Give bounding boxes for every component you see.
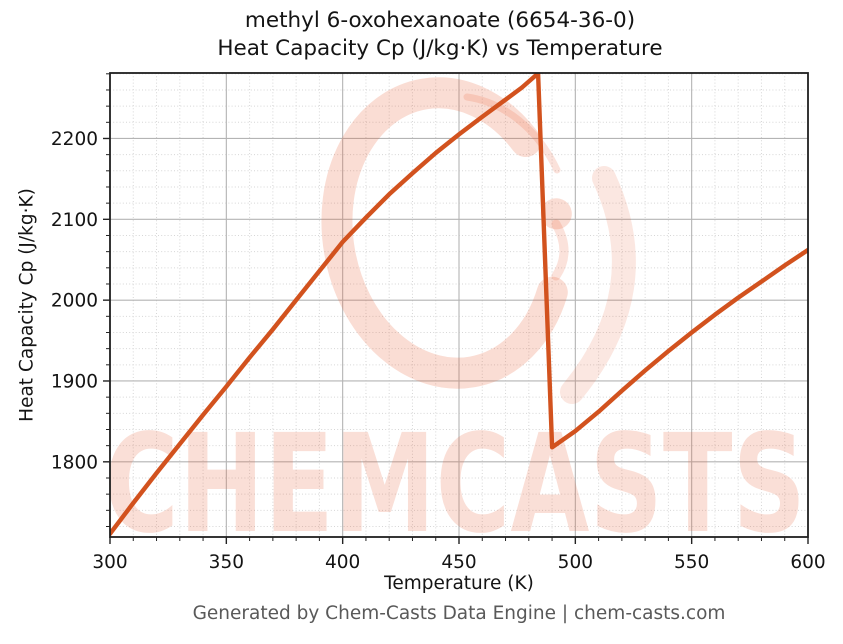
y-tick-label: 2000 [51,291,98,312]
y-tick-label: 1900 [51,371,98,392]
logo-inner-arc [463,93,561,174]
cp-vs-temperature-line [110,73,808,536]
watermark-text: CHEMCASTS [104,406,806,564]
chart-title-line2: Heat Capacity Cp (J/kg·K) vs Temperature [217,36,663,61]
major-gridlines [110,73,808,537]
curve-cp-line [110,73,808,536]
footer-credit: Generated by Chem-Casts Data Engine | ch… [192,603,726,624]
logo-ring-arc [321,77,575,389]
x-axis-label: Temperature (K) [384,573,534,594]
x-tick-label: 350 [209,552,244,573]
chart-title-line1: methyl 6-oxohexanoate (6654-36-0) [244,8,636,33]
logo-hook-arc [551,219,569,281]
x-tick-label: 300 [92,552,127,573]
x-tick-label: 550 [674,552,709,573]
x-tick-label: 500 [558,552,593,573]
logo-tail-swoosh [560,166,636,404]
chart-title: methyl 6-oxohexanoate (6654-36-0) Heat C… [90,7,790,63]
y-tick-label: 2100 [51,210,98,231]
tick-labels: 300 350 400 450 500 550 600 1800 1900 2000 2100 220… [51,129,826,573]
x-tick-label: 400 [325,552,360,573]
tick-marks [103,73,809,544]
y-axis-label: Heat Capacity Cp (J/kg·K) [16,188,38,422]
y-tick-label: 2200 [51,129,98,150]
x-tick-label: 450 [441,552,476,573]
y-tick-label: 1800 [51,452,98,473]
chemcasts-logo-icon [321,77,636,404]
x-tick-label: 600 [790,552,825,573]
